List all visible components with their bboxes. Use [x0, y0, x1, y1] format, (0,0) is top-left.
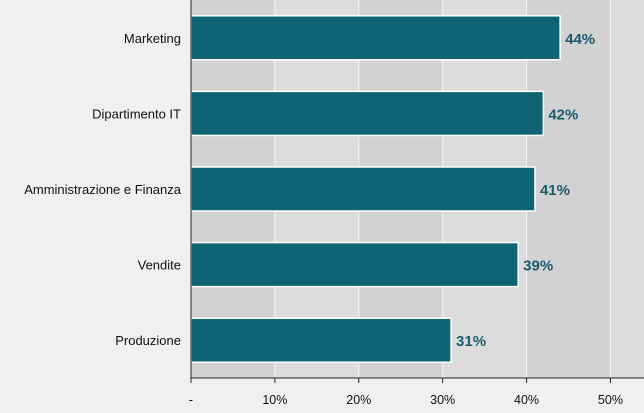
x-tick-label: 30%	[430, 393, 455, 407]
bar	[190, 90, 545, 137]
bar	[190, 15, 561, 61]
x-tick-label: 20%	[346, 393, 371, 407]
value-label: 42%	[548, 106, 578, 123]
category-label: Dipartimento IT	[92, 106, 181, 121]
x-tick-label: 50%	[598, 393, 623, 407]
category-label: Amministrazione e Finanza	[24, 182, 182, 197]
value-label: 39%	[523, 258, 553, 275]
bar	[190, 166, 536, 212]
category-label: Produzione	[115, 333, 181, 348]
x-tick-label: 10%	[262, 393, 287, 407]
x-tick-label: -	[189, 393, 193, 407]
category-labels: Marketing Dipartimento IT Amministrazione …	[24, 31, 182, 348]
bar	[190, 241, 519, 288]
value-label: 31%	[456, 333, 486, 350]
value-labels: 44% 42% 41% 39% 31%	[456, 31, 595, 350]
value-label: 44%	[565, 31, 595, 48]
plot-band	[526, 0, 611, 378]
bars	[190, 15, 561, 363]
bar	[190, 317, 452, 363]
category-label: Vendite	[138, 258, 181, 273]
x-tick-label: 40%	[514, 393, 539, 407]
plot-band	[610, 0, 644, 378]
x-tick-labels: - 10% 20% 30% 40% 50%	[189, 393, 623, 407]
category-label: Marketing	[124, 31, 181, 46]
x-axis	[190, 0, 644, 383]
value-label: 41%	[540, 182, 570, 199]
